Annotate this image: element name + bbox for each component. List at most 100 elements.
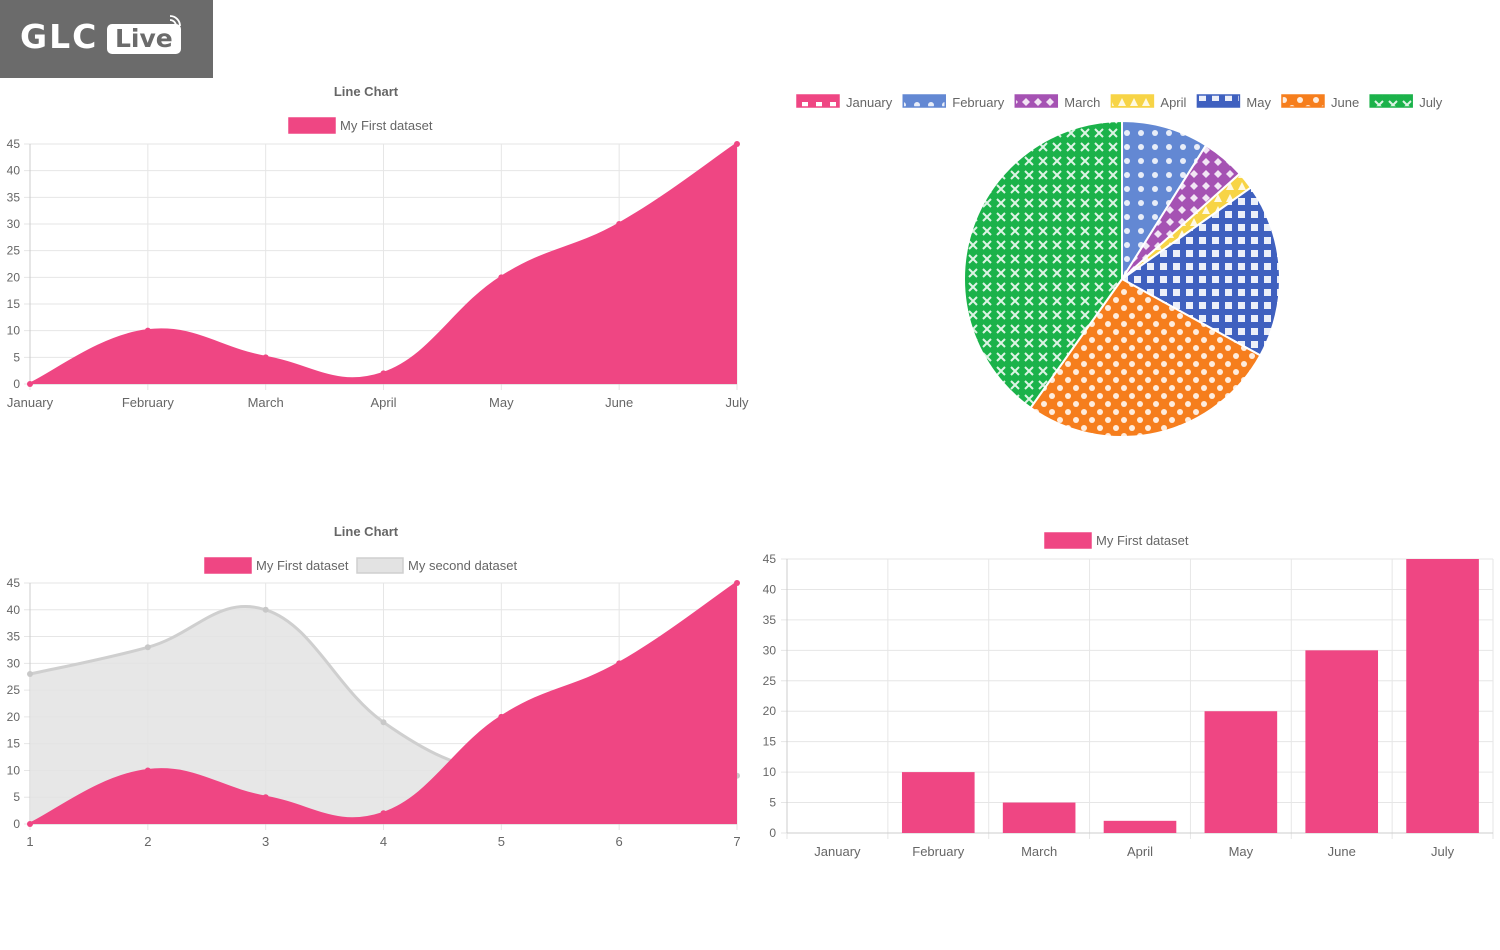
data-point-second (144, 644, 151, 651)
x-tick-label: May (489, 395, 514, 410)
y-tick-label: 45 (7, 137, 21, 151)
y-tick-label: 25 (7, 244, 21, 258)
y-tick-label: 20 (7, 270, 21, 284)
x-tick-label: June (605, 395, 633, 410)
bar (901, 772, 975, 833)
data-point-first (144, 767, 151, 774)
y-tick-label: 35 (7, 190, 21, 204)
x-tick-label: 3 (262, 834, 269, 849)
bar (1204, 711, 1278, 833)
y-tick-label: 5 (13, 350, 20, 364)
x-tick-label: 7 (733, 834, 740, 849)
pie-slice (1029, 277, 1262, 438)
legend-label: January (846, 95, 893, 110)
x-tick-label: April (1127, 844, 1153, 859)
data-point (262, 354, 269, 361)
y-tick-label: 0 (13, 817, 20, 831)
y-tick-label: 15 (7, 297, 21, 311)
chart-bar: My First dataset 0 5 10 15 20 25 30 35 40 45 Januar… (763, 532, 1494, 859)
logo-wordmark: GLC (20, 17, 99, 56)
data-point (616, 221, 623, 227)
y-tick-label: 10 (7, 324, 21, 338)
x-tick-label: July (725, 395, 749, 410)
data-point-second (27, 671, 33, 678)
legend-label: April (1160, 95, 1186, 110)
x-tick-label: February (122, 395, 175, 410)
bar (1002, 802, 1076, 833)
data-point (27, 381, 33, 387)
y-tick-label: 10 (763, 765, 777, 779)
data-point-first (498, 713, 505, 720)
data-point-second (262, 606, 269, 613)
x-tick-label: January (814, 844, 861, 859)
logo-live-badge: Live (107, 24, 181, 54)
series-area-second (30, 606, 737, 824)
data-point-first (262, 794, 269, 801)
x-tick-label: 6 (616, 834, 623, 849)
legend-label: My First dataset (256, 558, 349, 573)
legend-swatch (796, 94, 840, 108)
data-point (734, 141, 740, 147)
legend-swatch (1044, 532, 1092, 549)
x-tick-label: February (912, 844, 965, 859)
brand-logo: GLC Live (0, 0, 213, 78)
y-tick-label: 5 (769, 796, 776, 810)
legend-label: My First dataset (340, 118, 433, 133)
x-tick-label: March (1021, 844, 1057, 859)
y-tick-label: 0 (13, 377, 20, 391)
bar (1103, 820, 1177, 833)
x-tick-label: 2 (144, 834, 151, 849)
y-tick-label: 45 (763, 552, 777, 566)
data-point-second (380, 719, 387, 726)
chart-pie: January February March April May June July (796, 94, 1443, 438)
data-point-first (27, 821, 33, 827)
y-tick-label: 15 (763, 735, 777, 749)
x-tick-label: 4 (380, 834, 387, 849)
legend-swatch (288, 117, 336, 134)
y-tick-label: 20 (763, 704, 777, 718)
legend-swatch (204, 557, 252, 574)
legend-label: March (1064, 95, 1100, 110)
bar (1305, 650, 1379, 833)
series-area-first (30, 583, 737, 824)
legend-swatch (1281, 94, 1325, 108)
x-tick-label: 1 (26, 834, 33, 849)
y-tick-label: 30 (7, 217, 21, 231)
y-tick-label: 40 (7, 603, 21, 617)
y-tick-label: 5 (13, 790, 20, 804)
x-tick-label: March (248, 395, 284, 410)
x-tick-label: April (370, 395, 396, 410)
y-tick-label: 10 (7, 763, 21, 777)
chart-line-1: Line Chart My First dataset 0 5 10 15 20 25 30 35… (7, 84, 749, 410)
y-tick-label: 35 (763, 613, 777, 627)
legend-swatch (356, 557, 404, 574)
legend-swatch (1369, 94, 1413, 108)
series-area (30, 144, 737, 384)
legend-swatch (902, 94, 946, 108)
data-point-first (380, 810, 387, 817)
x-tick-label: June (1328, 844, 1356, 859)
y-tick-label: 15 (7, 737, 21, 751)
legend-label: May (1246, 95, 1271, 110)
y-tick-label: 40 (7, 164, 21, 178)
data-point-first (616, 660, 623, 667)
y-tick-label: 30 (763, 643, 777, 657)
y-tick-label: 40 (763, 582, 777, 596)
legend-label: February (952, 95, 1005, 110)
data-point (144, 327, 151, 334)
y-tick-label: 20 (7, 710, 21, 724)
y-tick-label: 25 (763, 674, 777, 688)
y-tick-label: 25 (7, 683, 21, 697)
chart-line-2: Line Chart My First dataset My second data… (7, 524, 741, 849)
pie-slice (1120, 186, 1281, 357)
chart-title: Line Chart (334, 84, 399, 99)
legend-label: My First dataset (1096, 533, 1189, 548)
pie-slice (1121, 119, 1208, 283)
bar (1406, 559, 1479, 833)
y-tick-label: 35 (7, 630, 21, 644)
legend-swatch (1196, 94, 1241, 108)
x-tick-label: July (1431, 844, 1455, 859)
legend-swatch (1110, 94, 1155, 108)
x-tick-label: May (1229, 844, 1254, 859)
